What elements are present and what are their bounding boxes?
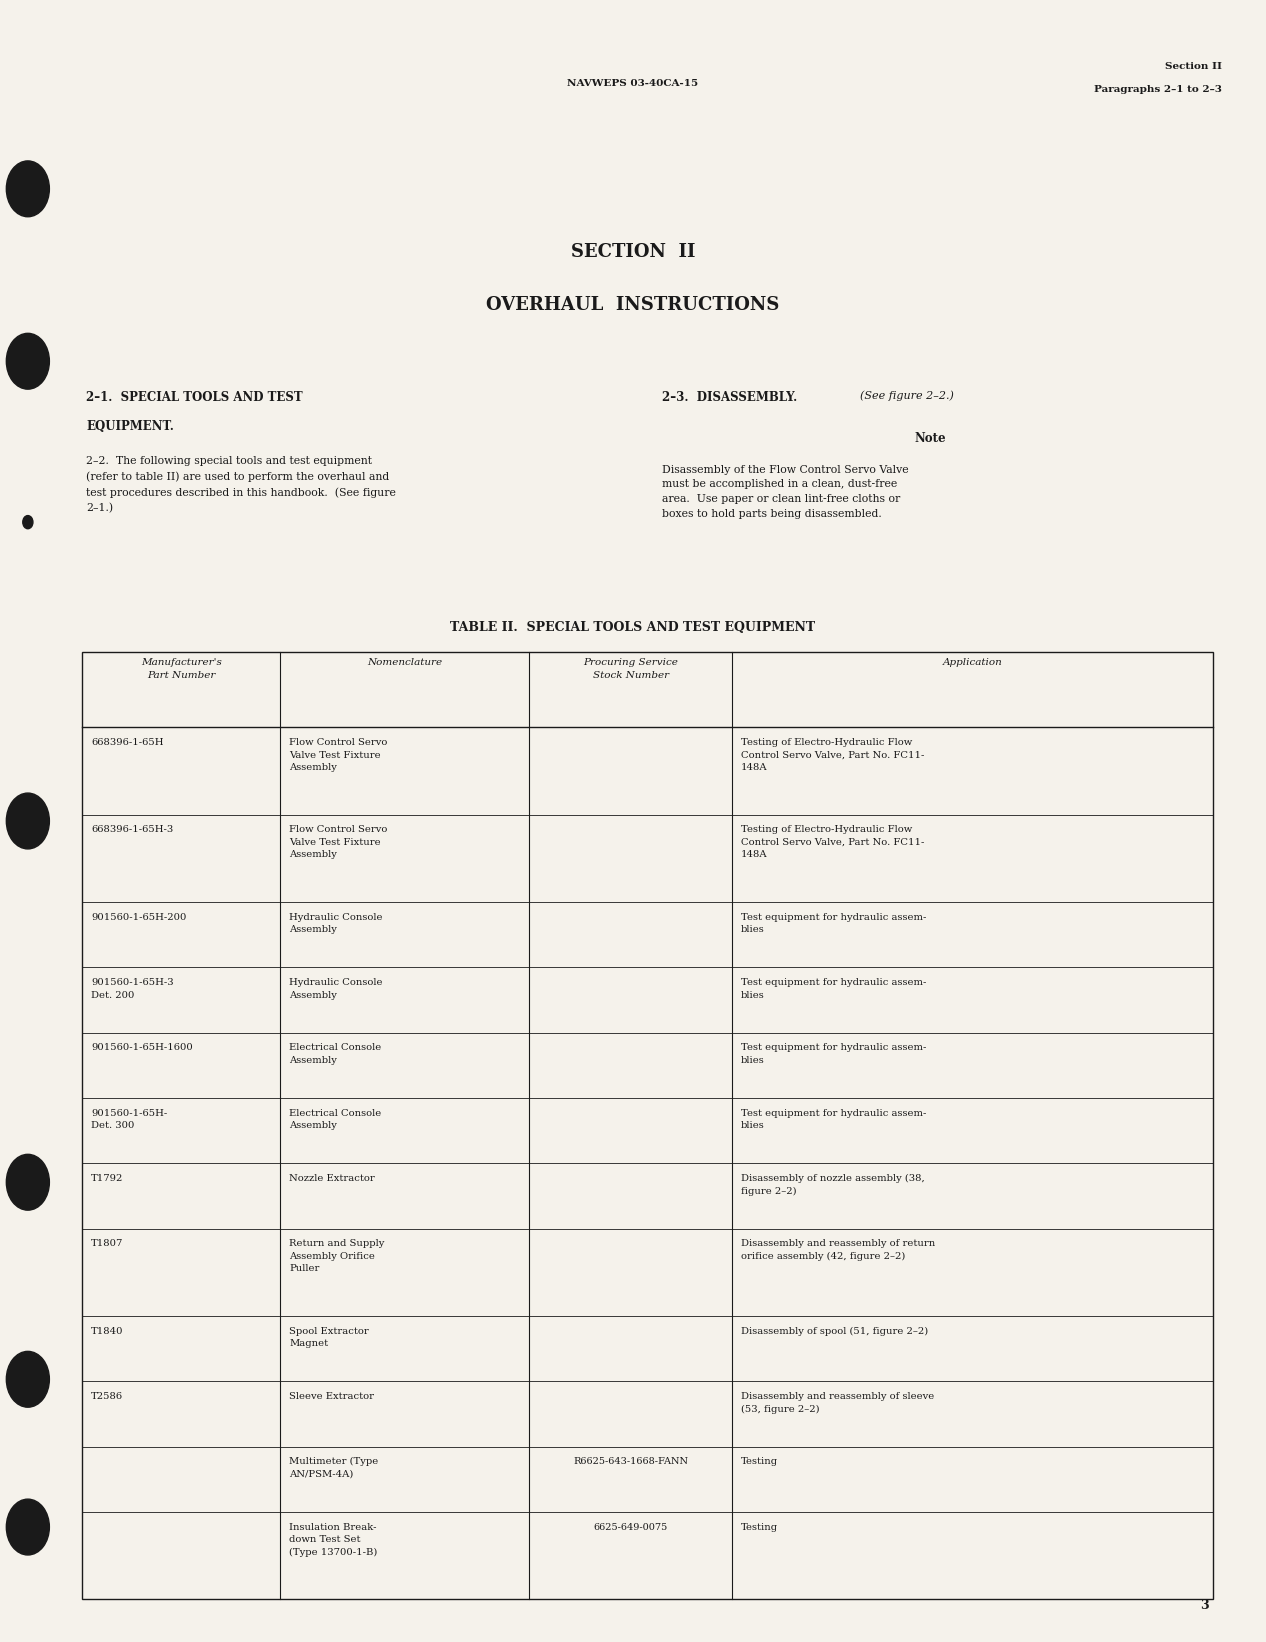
Text: 6625-649-0075: 6625-649-0075 — [594, 1522, 667, 1532]
Text: Spool Extractor
Magnet: Spool Extractor Magnet — [289, 1327, 368, 1348]
Text: OVERHAUL  INSTRUCTIONS: OVERHAUL INSTRUCTIONS — [486, 296, 780, 314]
Text: T1840: T1840 — [91, 1327, 124, 1335]
Circle shape — [6, 793, 49, 849]
Text: Multimeter (Type
AN/PSM-4A): Multimeter (Type AN/PSM-4A) — [289, 1458, 379, 1479]
Text: Section II: Section II — [1165, 62, 1222, 71]
Circle shape — [6, 1499, 49, 1555]
Text: Testing: Testing — [741, 1522, 779, 1532]
Circle shape — [6, 1351, 49, 1407]
Text: 2–3.  DISASSEMBLY.: 2–3. DISASSEMBLY. — [662, 391, 798, 404]
Text: 3: 3 — [1200, 1599, 1209, 1612]
Text: Disassembly and reassembly of sleeve
(53, figure 2–2): Disassembly and reassembly of sleeve (53… — [741, 1392, 934, 1414]
Text: R6625-643-1668-FANN: R6625-643-1668-FANN — [573, 1458, 689, 1466]
Text: 2–1.  SPECIAL TOOLS AND TEST: 2–1. SPECIAL TOOLS AND TEST — [86, 391, 303, 404]
Circle shape — [6, 333, 49, 389]
Text: Procuring Service
Stock Number: Procuring Service Stock Number — [584, 658, 679, 680]
Text: Test equipment for hydraulic assem-
blies: Test equipment for hydraulic assem- blie… — [741, 979, 927, 1000]
Text: Paragraphs 2–1 to 2–3: Paragraphs 2–1 to 2–3 — [1094, 85, 1222, 94]
Text: Electrical Console
Assembly: Electrical Console Assembly — [289, 1108, 381, 1130]
Text: Testing of Electro-Hydraulic Flow
Control Servo Valve, Part No. FC11-
148A: Testing of Electro-Hydraulic Flow Contro… — [741, 826, 924, 859]
Text: Nomenclature: Nomenclature — [367, 658, 442, 667]
Text: Disassembly of the Flow Control Servo Valve
must be accomplished in a clean, dus: Disassembly of the Flow Control Servo Va… — [662, 465, 909, 519]
Text: 901560-1-65H-200: 901560-1-65H-200 — [91, 913, 186, 921]
Text: Electrical Console
Assembly: Electrical Console Assembly — [289, 1043, 381, 1066]
Text: Application: Application — [943, 658, 1003, 667]
Text: Manufacturer's
Part Number: Manufacturer's Part Number — [141, 658, 222, 680]
Text: Disassembly and reassembly of return
orifice assembly (42, figure 2–2): Disassembly and reassembly of return ori… — [741, 1240, 936, 1261]
Text: 668396-1-65H-3: 668396-1-65H-3 — [91, 826, 173, 834]
Text: Hydraulic Console
Assembly: Hydraulic Console Assembly — [289, 913, 382, 934]
Text: T1792: T1792 — [91, 1174, 124, 1182]
Text: Return and Supply
Assembly Orifice
Puller: Return and Supply Assembly Orifice Pulle… — [289, 1240, 385, 1274]
Text: Testing: Testing — [741, 1458, 779, 1466]
Text: Flow Control Servo
Valve Test Fixture
Assembly: Flow Control Servo Valve Test Fixture As… — [289, 826, 387, 859]
Text: Sleeve Extractor: Sleeve Extractor — [289, 1392, 373, 1401]
Text: Flow Control Servo
Valve Test Fixture
Assembly: Flow Control Servo Valve Test Fixture As… — [289, 739, 387, 772]
Text: Test equipment for hydraulic assem-
blies: Test equipment for hydraulic assem- blie… — [741, 1108, 927, 1130]
Text: EQUIPMENT.: EQUIPMENT. — [86, 420, 173, 433]
Text: 901560-1-65H-3
Det. 200: 901560-1-65H-3 Det. 200 — [91, 979, 173, 1000]
Text: Disassembly of spool (51, figure 2–2): Disassembly of spool (51, figure 2–2) — [741, 1327, 928, 1337]
Bar — [82, 652, 1213, 1599]
Text: Testing of Electro-Hydraulic Flow
Control Servo Valve, Part No. FC11-
148A: Testing of Electro-Hydraulic Flow Contro… — [741, 739, 924, 772]
Text: Disassembly of nozzle assembly (38,
figure 2–2): Disassembly of nozzle assembly (38, figu… — [741, 1174, 925, 1195]
Text: 2–2.  The following special tools and test equipment
(refer to table II) are use: 2–2. The following special tools and tes… — [86, 456, 396, 514]
Text: Nozzle Extractor: Nozzle Extractor — [289, 1174, 375, 1182]
Text: Hydraulic Console
Assembly: Hydraulic Console Assembly — [289, 979, 382, 1000]
Text: Test equipment for hydraulic assem-
blies: Test equipment for hydraulic assem- blie… — [741, 913, 927, 934]
Text: NAVWEPS 03-40CA-15: NAVWEPS 03-40CA-15 — [567, 79, 699, 87]
Text: 668396-1-65H: 668396-1-65H — [91, 739, 163, 747]
Text: (See figure 2–2.): (See figure 2–2.) — [860, 391, 953, 401]
Circle shape — [6, 161, 49, 217]
Text: Insulation Break-
down Test Set
(Type 13700-1-B): Insulation Break- down Test Set (Type 13… — [289, 1522, 377, 1557]
Text: T2586: T2586 — [91, 1392, 123, 1401]
Text: Test equipment for hydraulic assem-
blies: Test equipment for hydraulic assem- blie… — [741, 1043, 927, 1066]
Circle shape — [23, 516, 33, 529]
Circle shape — [6, 1154, 49, 1210]
Text: Note: Note — [915, 432, 946, 445]
Text: SECTION  II: SECTION II — [571, 243, 695, 261]
Text: 901560-1-65H-
Det. 300: 901560-1-65H- Det. 300 — [91, 1108, 167, 1130]
Text: T1807: T1807 — [91, 1240, 124, 1248]
Text: 901560-1-65H-1600: 901560-1-65H-1600 — [91, 1043, 192, 1053]
Text: TABLE II.  SPECIAL TOOLS AND TEST EQUIPMENT: TABLE II. SPECIAL TOOLS AND TEST EQUIPME… — [451, 621, 815, 634]
